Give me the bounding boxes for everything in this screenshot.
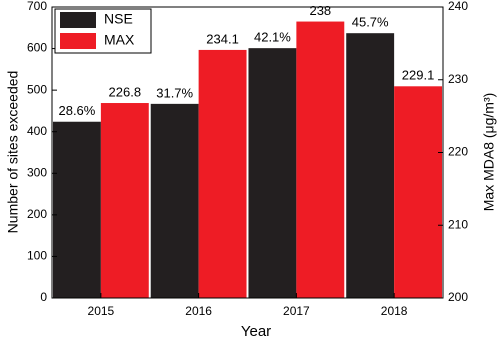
legend-swatch bbox=[60, 33, 96, 49]
bar bbox=[346, 33, 395, 298]
y2-tick-label: 200 bbox=[448, 290, 468, 304]
y-tick-label: 300 bbox=[27, 165, 47, 179]
y2-axis-label: Max MDA8 (μg/m³) bbox=[481, 93, 497, 212]
bar-annotation: 31.7% bbox=[156, 85, 193, 100]
y-tick-label: 600 bbox=[27, 41, 47, 55]
y-axis-label: Number of sites exceeded bbox=[5, 71, 21, 234]
legend-label: MAX bbox=[104, 32, 135, 48]
y-tick-label: 500 bbox=[27, 82, 47, 96]
x-tick-label: 2015 bbox=[88, 304, 115, 318]
bar bbox=[100, 103, 149, 298]
bar-annotation: 45.7% bbox=[352, 15, 389, 30]
y-tick-label: 700 bbox=[27, 0, 47, 13]
bar-annotation: 42.1% bbox=[254, 30, 291, 45]
y-tick-label: 0 bbox=[40, 290, 47, 304]
legend-swatch bbox=[60, 12, 96, 28]
legend-frame bbox=[54, 8, 152, 54]
bar bbox=[52, 121, 101, 298]
x-tick-label: 2016 bbox=[185, 304, 212, 318]
y2-tick-label: 230 bbox=[448, 72, 468, 86]
value-label: 229.1 bbox=[402, 68, 435, 83]
legend-label: NSE bbox=[104, 11, 133, 27]
y-tick-label: 100 bbox=[27, 249, 47, 263]
bar bbox=[198, 49, 247, 298]
bar bbox=[394, 86, 443, 298]
bar-annotation: 28.6% bbox=[58, 103, 95, 118]
x-tick-label: 2017 bbox=[283, 304, 310, 318]
bar bbox=[296, 21, 345, 299]
x-tick-label: 2018 bbox=[381, 304, 408, 318]
value-label: 226.8 bbox=[109, 84, 142, 99]
y2-tick-label: 220 bbox=[448, 145, 468, 159]
bar bbox=[248, 48, 297, 298]
x-axis-label: Year bbox=[241, 323, 271, 340]
y-tick-label: 200 bbox=[27, 207, 47, 221]
y-tick-label: 400 bbox=[27, 124, 47, 138]
value-label: 234.1 bbox=[206, 31, 239, 46]
y2-tick-label: 210 bbox=[448, 217, 468, 231]
y2-tick-label: 240 bbox=[448, 0, 468, 13]
value-label: 238 bbox=[309, 3, 331, 18]
bar bbox=[150, 103, 199, 299]
